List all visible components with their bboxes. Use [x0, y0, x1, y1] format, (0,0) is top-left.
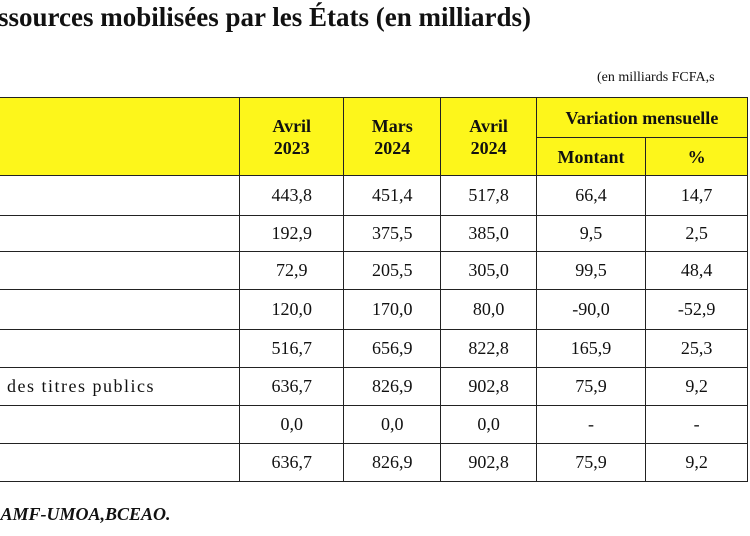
- table-cell: 385,0: [440, 215, 537, 252]
- table-cell: 636,7: [239, 443, 345, 482]
- table-cell: 375,5: [343, 215, 442, 252]
- table-cell: 902,8: [440, 443, 537, 482]
- row-label: [0, 175, 241, 216]
- table-row: 72,9 205,5 305,0 99,5 48,4: [0, 251, 748, 290]
- table-cell: 2,5: [645, 215, 748, 252]
- table-cell: 516,7: [239, 329, 345, 368]
- resources-table: Avril 2023 Mars 2024 Avril 2024 Variatio…: [0, 97, 749, 482]
- table-title: ssources mobilisées par les États (en mi…: [0, 2, 531, 32]
- table-cell: 826,9: [343, 443, 442, 482]
- table-cell: 120,0: [239, 289, 345, 330]
- table-cell: 0,0: [440, 405, 537, 444]
- table-cell: 99,5: [535, 251, 647, 290]
- header-mars-2024-year: 2024: [374, 137, 411, 158]
- table-cell: 205,5: [343, 251, 442, 290]
- row-label: [0, 289, 241, 330]
- unit-note: (en milliards FCFA,s: [597, 70, 715, 85]
- table-cell: 72,9: [239, 251, 345, 290]
- row-label: des titres publics: [0, 367, 241, 406]
- table-cell: 9,2: [645, 443, 748, 482]
- table-row: 0,0 0,0 0,0- -: [0, 405, 748, 444]
- header-pct: %: [645, 137, 748, 176]
- row-label: [0, 251, 241, 290]
- table-row: 443,8 451,4 517,8 66,4 14,7: [0, 175, 748, 216]
- table-cell: 170,0: [343, 289, 442, 330]
- header-avril-2023: Avril 2023: [239, 97, 345, 176]
- table-cell: 0,0: [239, 405, 345, 444]
- header-avril-2024-month: Avril: [469, 115, 508, 136]
- table-cell: -52,9: [645, 289, 748, 330]
- table-cell: 451,4: [343, 175, 442, 216]
- table-cell: 165,9: [535, 329, 647, 368]
- row-label: [0, 443, 241, 482]
- table-cell: 25,3: [645, 329, 748, 368]
- table-cell: 66,4: [535, 175, 647, 216]
- header-label-column: [0, 97, 241, 176]
- table-cell: 80,0: [440, 289, 537, 330]
- table-row: 120,0 170,0 80,0 -90,0 -52,9: [0, 289, 748, 330]
- table-cell: 517,8: [440, 175, 537, 216]
- table-row: des titres publics 636,7 826,9 902,8 75,9 9,2: [0, 367, 748, 406]
- header-mars-2024: Mars 2024: [343, 97, 442, 176]
- row-label: [0, 215, 241, 252]
- table-cell: 75,9: [535, 443, 647, 482]
- table-cell: 822,8: [440, 329, 537, 368]
- table-cell: 48,4: [645, 251, 748, 290]
- table-row: 192,9 375,5 385,0 9,5 2,5: [0, 215, 748, 252]
- table-row: 636,7 826,9 902,8 75,9 9,2: [0, 443, 748, 482]
- table-cell: -: [645, 405, 748, 444]
- table-cell: 636,7: [239, 367, 345, 406]
- table-row: 516,7 656,9 822,8 165,9 25,3: [0, 329, 748, 368]
- header-avril-2023-year: 2023: [273, 137, 310, 158]
- table-cell: 902,8: [440, 367, 537, 406]
- header-mars-2024-month: Mars: [371, 115, 413, 136]
- table-cell: 75,9: [535, 367, 647, 406]
- header-montant: Montant: [535, 137, 647, 176]
- table-cell: 443,8: [239, 175, 345, 216]
- source-note: ,AMF-UMOA,BCEAO.: [0, 504, 171, 524]
- table-cell: -: [535, 405, 647, 444]
- header-variation: Variation mensuelle: [535, 97, 749, 138]
- table-cell: 826,9: [343, 367, 442, 406]
- header-avril-2023-month: Avril: [272, 115, 312, 136]
- row-label: [0, 405, 241, 444]
- table-cell: 305,0: [440, 251, 537, 290]
- header-avril-2024-year: 2024: [470, 137, 507, 158]
- row-label: [0, 329, 241, 368]
- table-cell: 656,9: [343, 329, 442, 368]
- table-cell: 192,9: [239, 215, 345, 252]
- table-cell: -90,0: [535, 289, 647, 330]
- header-avril-2024: Avril 2024: [440, 97, 537, 176]
- table-cell: 14,7: [645, 175, 748, 216]
- table-cell: 0,0: [343, 405, 442, 444]
- table-cell: 9,5: [535, 215, 647, 252]
- table-cell: 9,2: [645, 367, 748, 406]
